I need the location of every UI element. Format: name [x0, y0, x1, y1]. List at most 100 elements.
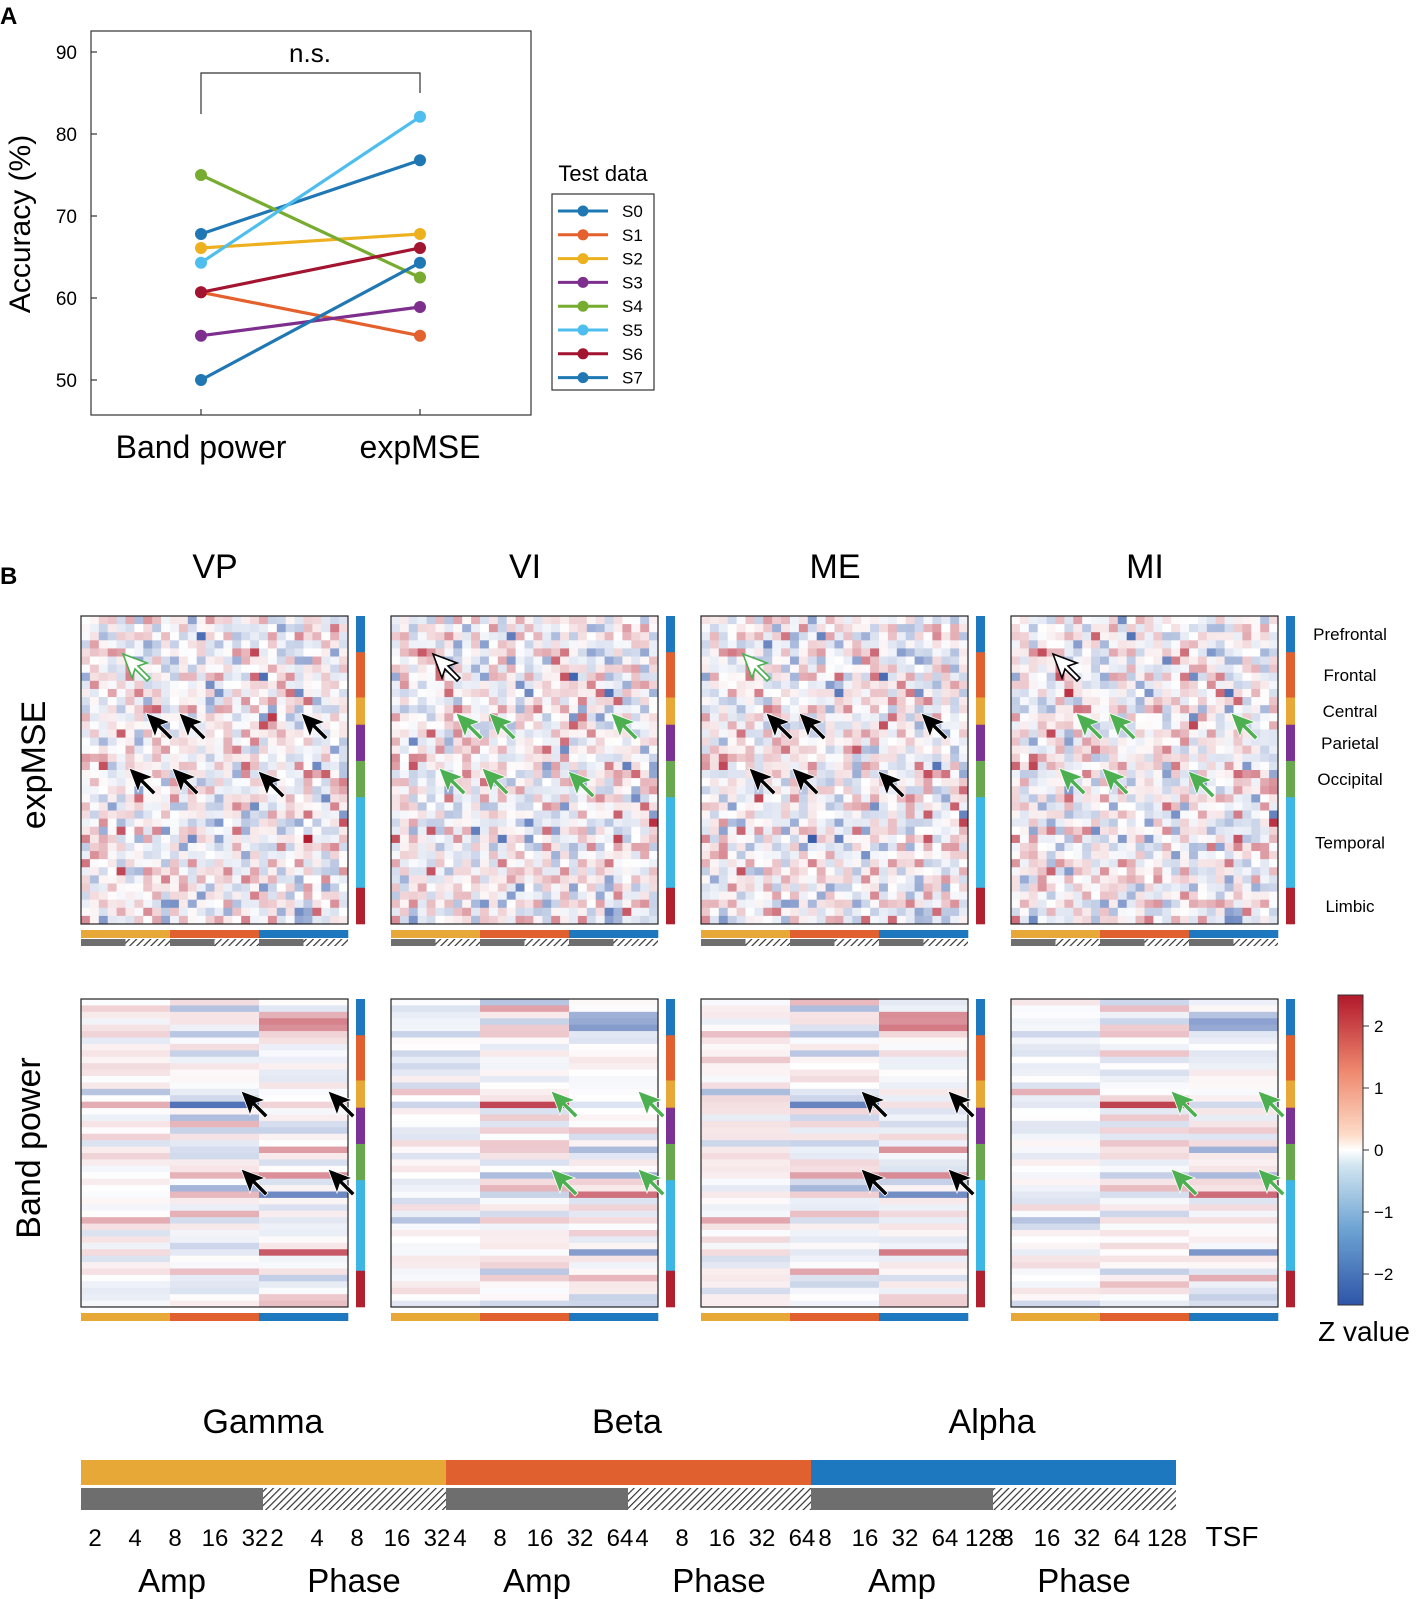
heatmap-cell — [870, 859, 880, 868]
heatmap-cell — [241, 915, 251, 925]
data-point — [414, 329, 426, 342]
heatmap-cell — [595, 891, 605, 901]
heatmap-cell — [914, 713, 924, 722]
heatmap-cell — [161, 680, 171, 690]
heatmap-cell — [586, 875, 597, 884]
heatmap-cell — [417, 721, 427, 730]
heatmap-cell — [196, 624, 206, 633]
heatmap-cell — [232, 786, 242, 795]
heatmap-row-cell — [81, 1101, 171, 1109]
heatmap-cell — [754, 802, 764, 811]
heatmap-row-cell — [879, 1185, 969, 1192]
heatmap-cell — [1037, 859, 1047, 868]
heatmap-cell — [453, 753, 463, 763]
heatmap-cell — [861, 680, 871, 690]
heatmap-cell — [622, 915, 632, 925]
heatmap-cell — [1269, 664, 1279, 674]
heatmap-cell — [1189, 859, 1199, 868]
heatmap-cell — [834, 616, 844, 625]
heatmap-cell — [825, 770, 835, 779]
heatmap-row-cell — [879, 1063, 969, 1070]
heatmap-cell — [330, 810, 340, 820]
heatmap-cell — [435, 713, 445, 722]
heatmap-cell — [294, 802, 304, 811]
heatmap-cell — [763, 818, 773, 828]
heatmap-cell — [941, 713, 951, 722]
heatmap-cell — [852, 883, 862, 892]
heatmap-cell — [631, 721, 641, 730]
heatmap-cell — [790, 672, 800, 682]
heatmap-cell — [1251, 802, 1261, 811]
heatmap-cell — [745, 753, 755, 763]
heatmap-cell — [259, 826, 269, 836]
heatmap-cell — [1082, 680, 1092, 690]
region-color-segment — [976, 616, 985, 653]
heatmap-row-cell — [701, 1120, 791, 1128]
heatmap-cell — [81, 810, 91, 820]
heatmap-cell — [754, 875, 764, 884]
heatmap-cell — [453, 705, 463, 714]
heatmap-cell — [205, 745, 215, 755]
heatmap-cell — [399, 818, 410, 828]
heatmap-cell — [515, 907, 525, 917]
heatmap-cell — [1251, 842, 1261, 852]
heatmap-cell — [303, 688, 313, 698]
heatmap-cell — [701, 761, 711, 771]
heatmap-cell — [330, 786, 340, 795]
heatmap-cell — [604, 915, 614, 925]
heatmap-cell — [276, 656, 287, 666]
heatmap-cell — [89, 851, 100, 860]
heatmap-cell — [214, 616, 224, 625]
heatmap-cell — [294, 761, 304, 771]
heatmap-cell — [914, 664, 924, 674]
heatmap-cell — [232, 761, 242, 771]
heatmap-cell — [870, 867, 880, 876]
heatmap-cell — [312, 713, 322, 722]
heatmap-cell — [1189, 810, 1199, 820]
heatmap-cell — [506, 705, 516, 714]
heatmap-cell — [1162, 761, 1172, 771]
heatmap-row-cell — [569, 1076, 659, 1083]
heatmap-cell — [178, 616, 189, 625]
heatmap-cell — [914, 672, 924, 682]
heatmap-cell — [497, 834, 508, 844]
heatmap-cell — [622, 867, 632, 876]
heatmap-cell — [604, 624, 614, 633]
heatmap-cell — [1224, 818, 1234, 828]
heatmap-cell — [1126, 697, 1136, 706]
heatmap-cell — [551, 899, 561, 909]
heatmap-cell — [89, 632, 100, 641]
heatmap-cell — [223, 794, 233, 803]
heatmap-cell — [1206, 737, 1217, 747]
heatmap-cell — [825, 729, 835, 738]
heatmap-cell — [879, 761, 889, 771]
heatmap-cell — [391, 907, 401, 917]
heatmap-cell — [1135, 818, 1145, 828]
annotation-arrow-icon — [947, 1168, 976, 1197]
heatmap-cell — [941, 770, 951, 779]
heatmap-cell — [586, 826, 597, 836]
heatmap-cell — [790, 875, 800, 884]
heatmap-cell — [905, 705, 915, 714]
heatmap-cell — [399, 875, 410, 884]
heatmap-cell — [923, 915, 933, 925]
heatmap-cell — [870, 891, 880, 901]
heatmap-cell — [1019, 656, 1030, 666]
heatmap-cell — [214, 624, 224, 633]
heatmap-cell — [417, 786, 427, 795]
heatmap-cell — [941, 745, 951, 755]
heatmap-cell — [763, 745, 773, 755]
heatmap-cell — [798, 794, 809, 803]
heatmap-cell — [959, 875, 969, 884]
heatmap-cell — [1055, 697, 1065, 706]
heatmap-cell — [622, 907, 632, 917]
heatmap-cell — [701, 664, 711, 674]
heatmap-cell — [649, 688, 659, 698]
heatmap-cell — [187, 810, 198, 820]
heatmap-cell — [613, 875, 623, 884]
heatmap-row-cell — [81, 1294, 171, 1301]
heatmap-cell — [586, 680, 597, 690]
heatmap-cell — [1269, 713, 1279, 722]
heatmap-cell — [790, 802, 800, 811]
heatmap-cell — [1233, 761, 1243, 771]
